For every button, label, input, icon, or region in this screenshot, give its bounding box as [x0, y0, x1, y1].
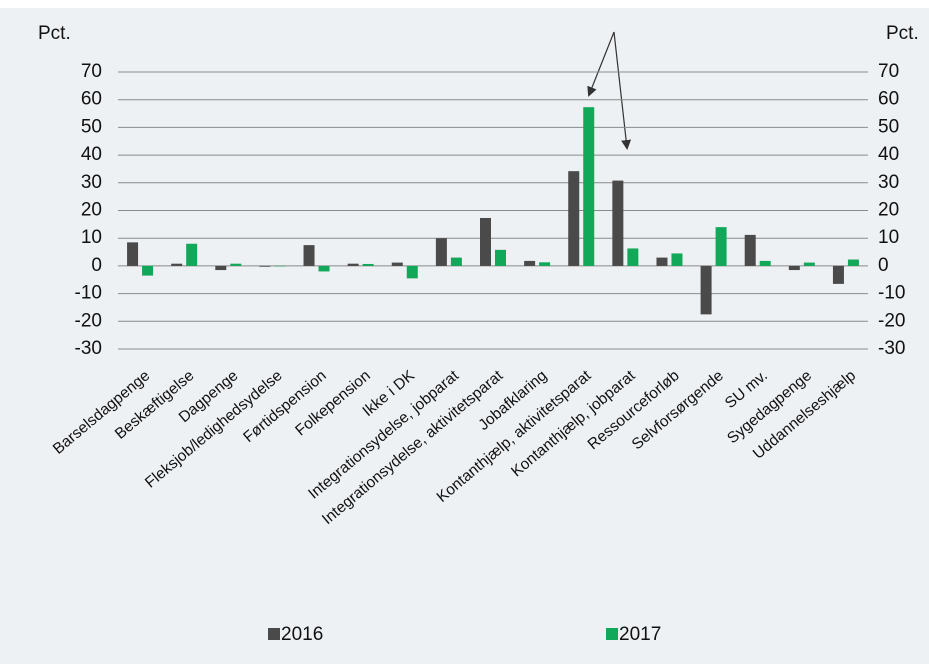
y-tick-label: 30 [81, 172, 102, 193]
bar [142, 265, 154, 276]
bar [303, 245, 315, 266]
bar [715, 227, 727, 266]
background [0, 8, 929, 664]
bar [186, 243, 198, 266]
bar [524, 260, 536, 266]
legend-label: 2017 [619, 624, 661, 645]
arrow [587, 31, 615, 97]
y2-tick-label: 40 [878, 144, 899, 165]
bar [450, 257, 462, 266]
bar [362, 263, 374, 266]
legend-swatch [606, 628, 618, 640]
bar [318, 265, 330, 272]
legend-label: 2016 [281, 624, 323, 645]
y-tick-label: -20 [75, 310, 102, 331]
bar [583, 107, 595, 266]
bar [700, 265, 712, 315]
y-tick-label: 20 [81, 200, 102, 221]
y2-tick-label: -30 [878, 338, 905, 359]
bar [406, 265, 418, 279]
y-tick-label: 70 [81, 61, 102, 82]
y2-tick-label: 30 [878, 172, 899, 193]
bar [171, 263, 183, 266]
y2-tick-label: 0 [878, 255, 889, 276]
y2-axis-label: Pct. [886, 23, 919, 44]
bar [803, 262, 815, 266]
bar [259, 265, 271, 267]
y-axis-label: Pct. [38, 23, 71, 44]
y2-tick-label: 50 [878, 116, 899, 137]
bar [671, 253, 683, 266]
legend-swatch [268, 628, 280, 640]
bar [495, 249, 506, 266]
y-tick-label: 10 [81, 227, 102, 248]
y2-tick-label: 60 [878, 89, 899, 110]
y2-tick-label: -10 [878, 283, 905, 304]
bar [568, 171, 580, 266]
bar [744, 234, 756, 266]
y2-tick-label: 10 [878, 227, 899, 248]
bar [759, 260, 771, 266]
y2-tick-label: 20 [878, 200, 899, 221]
y-tick-label: 40 [81, 144, 102, 165]
y-tick-label: 60 [81, 89, 102, 110]
y-tick-label: 50 [81, 116, 102, 137]
y2-tick-label: -20 [878, 310, 905, 331]
bar [274, 265, 286, 267]
bar [435, 238, 447, 266]
bar [612, 180, 624, 266]
arrow [613, 31, 632, 150]
y-tick-label: -30 [75, 338, 102, 359]
y-tick-label: 0 [91, 255, 102, 276]
bar [627, 248, 639, 266]
bar [230, 263, 242, 266]
bar [832, 265, 844, 284]
bar [391, 262, 403, 266]
bar [215, 265, 227, 271]
bar [788, 265, 800, 271]
bar [539, 262, 551, 266]
y2-tick-label: 70 [878, 61, 899, 82]
bar [480, 217, 491, 266]
bar [127, 242, 139, 266]
bar [847, 259, 859, 266]
y-tick-label: -10 [75, 283, 102, 304]
bar [347, 263, 359, 266]
bar [656, 257, 668, 266]
